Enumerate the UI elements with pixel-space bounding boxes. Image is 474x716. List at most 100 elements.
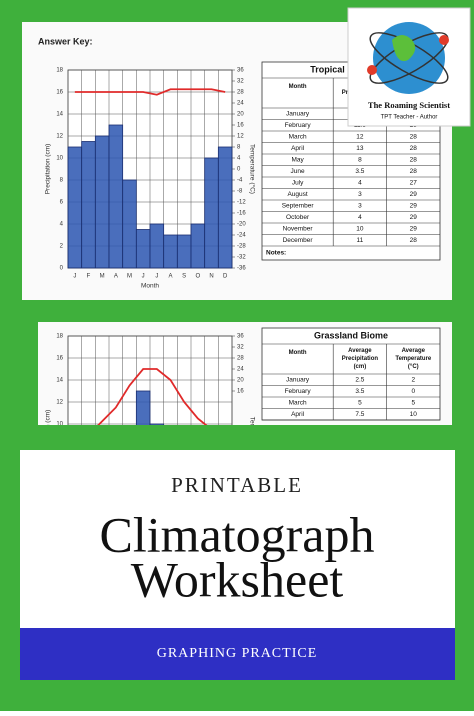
banner (20, 628, 455, 680)
column-header-line: Average (348, 348, 372, 354)
table-cell: 28 (410, 145, 418, 152)
table-cell: April (291, 411, 305, 418)
table-cell: 5 (411, 399, 415, 406)
table-cell: 4 (358, 214, 362, 221)
table-cell: 4 (358, 179, 362, 186)
table-cell: 28 (410, 237, 418, 244)
table-cell: 28 (410, 156, 418, 163)
x-axis-label: Month (141, 283, 159, 290)
column-header: Month (289, 350, 307, 356)
table-cell: 12 (356, 133, 364, 140)
x-tick-label: M (100, 274, 105, 280)
column-header-line: Month (289, 350, 307, 356)
x-tick-label: S (182, 274, 186, 280)
temperature-line (74, 88, 226, 96)
y2-tick-label: 4 (237, 156, 241, 162)
table-cell: February (285, 388, 312, 395)
y2-tick-label: 16 (237, 123, 244, 129)
table-cell: 8 (358, 156, 362, 163)
bar (149, 423, 165, 425)
y-tick-label: 14 (56, 112, 63, 118)
table-cell: March (289, 399, 307, 406)
table-cell: September (282, 202, 315, 209)
x-tick-label: M (127, 274, 132, 280)
y-tick-label: 6 (60, 200, 64, 206)
table-cell: 29 (410, 225, 418, 232)
temperature-line (97, 368, 208, 425)
bar (81, 141, 96, 269)
table-notes: Notes: (266, 250, 286, 257)
y-tick-label: 12 (56, 400, 63, 406)
bar (122, 179, 137, 269)
banner-text: GRAPHING PRACTICE (157, 646, 318, 661)
table-cell: 3 (358, 202, 362, 209)
y2-tick-label: 36 (237, 334, 244, 340)
y2-tick-label: -28 (237, 244, 246, 250)
x-tick-label: O (195, 274, 200, 280)
bar (67, 146, 83, 269)
y2-tick-label: 8 (237, 145, 241, 151)
bar (108, 124, 124, 269)
column-header: Month (289, 84, 307, 90)
y2-tick-label: 0 (237, 167, 241, 173)
y-tick-label: 12 (56, 134, 63, 140)
y2-tick-label: -12 (237, 200, 246, 206)
logo-orbit (369, 32, 449, 84)
logo-land (392, 35, 416, 62)
table-cell: December (283, 237, 314, 244)
table-cell: November (283, 225, 314, 232)
table-cell: 29 (410, 202, 418, 209)
table-cell: July (292, 179, 304, 186)
table-cell: 5 (358, 399, 362, 406)
logo: The Roaming Scientist TPT Teacher - Auth… (347, 7, 471, 127)
y2-tick-label: -24 (237, 233, 246, 239)
x-tick-label: J (142, 274, 145, 280)
table-cell: 3.5 (355, 388, 364, 395)
x-tick-label: F (87, 274, 91, 280)
column-header-line: Month (289, 84, 307, 90)
y-axis-label: Precipitation (cm) (45, 144, 52, 195)
logo-subtitle: TPT Teacher - Author (381, 115, 438, 121)
table-cell: 28 (410, 168, 418, 175)
table-cell: October (286, 214, 310, 221)
y2-tick-label: 20 (237, 112, 244, 118)
y-tick-label: 10 (56, 156, 63, 162)
table-cell: June (291, 168, 305, 175)
y2-tick-label: 12 (237, 134, 244, 140)
answer-key: Answer Key: (38, 36, 93, 46)
x-tick-label: J (155, 274, 158, 280)
y2-tick-label: -20 (237, 222, 246, 228)
bar (94, 135, 110, 269)
y-tick-label: 14 (56, 378, 63, 384)
table-cell: April (291, 145, 305, 152)
y2-tick-label: 32 (237, 345, 244, 351)
y2-tick-label: -4 (237, 178, 243, 184)
x-tick-label: A (168, 274, 172, 280)
title-line-1: Climatograph (100, 506, 375, 562)
y2-tick-label: 32 (237, 79, 244, 85)
x-tick-label: A (114, 274, 118, 280)
table-cell: 3 (358, 191, 362, 198)
bar (149, 223, 165, 269)
title-line-2: Worksheet (131, 551, 344, 607)
column-header-line: Precipitation (342, 356, 379, 362)
column-header-line: (°C) (408, 364, 419, 370)
table-title: Grassland Biome (314, 330, 388, 340)
table-cell: 29 (410, 214, 418, 221)
logo-dot (439, 35, 449, 45)
logo-dot (367, 65, 377, 75)
y2-axis-label: Temperature (248, 417, 255, 454)
y-tick-label: 16 (56, 356, 63, 362)
y-tick-label: 8 (60, 178, 64, 184)
y-tick-label: 18 (56, 68, 63, 74)
bar (217, 146, 233, 269)
column-header-line: (cm) (354, 364, 367, 370)
table-cell: January (286, 376, 310, 383)
y2-tick-label: 20 (237, 378, 244, 384)
worksheet-2-content: 1012141618162024283236Precipitation (cm)… (45, 327, 441, 454)
table-cell: 27 (410, 179, 418, 186)
table-cell: 2 (411, 376, 415, 383)
bar (190, 223, 206, 269)
table-cell: May (291, 156, 304, 163)
table-cell: 10 (356, 225, 364, 232)
